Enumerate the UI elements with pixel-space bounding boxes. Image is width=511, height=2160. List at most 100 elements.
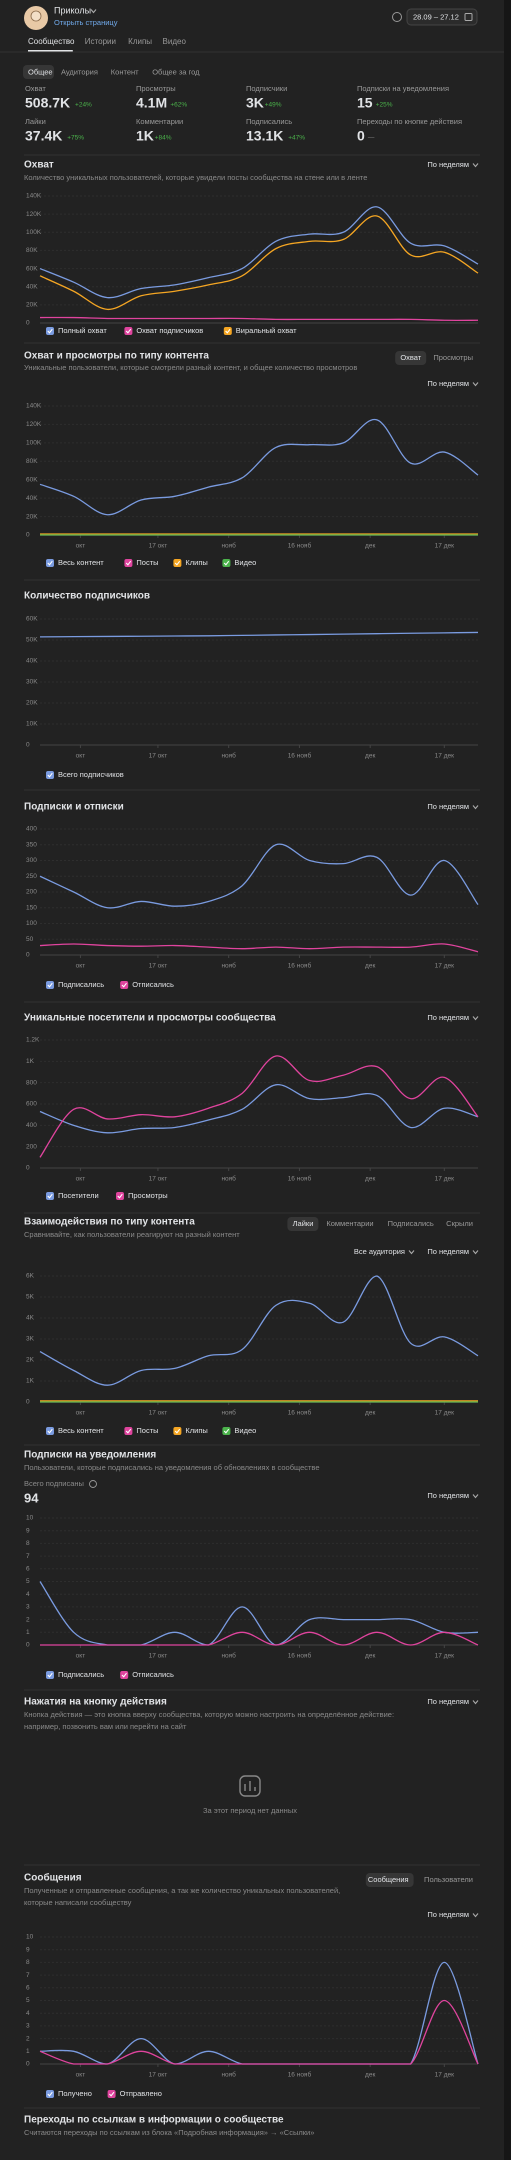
legend-checkbox[interactable]	[116, 1192, 124, 1200]
legend-label: Весь контент	[58, 1426, 104, 1435]
dropdown[interactable]: По неделям	[427, 379, 469, 388]
y-tick-label: 60K	[26, 476, 38, 483]
legend-check	[125, 1428, 132, 1434]
chevron-icon	[472, 163, 479, 168]
toggle[interactable]: Лайки	[293, 1219, 314, 1228]
subtitle: Кнопка действия — это кнопка вверху сооб…	[24, 1710, 394, 1719]
legend-checkbox[interactable]	[173, 1427, 182, 1435]
toggle[interactable]: Охват	[400, 353, 421, 362]
toggle[interactable]: Скрыли	[446, 1219, 473, 1228]
x-tick-label: 17 дек	[435, 1410, 454, 1417]
y-tick-label: 40K	[26, 658, 38, 665]
y-tick-label: 5	[26, 1997, 30, 2004]
subtitle: Считаются переходы по ссылкам из блока «…	[24, 2128, 314, 2137]
tab[interactable]: Клипы	[128, 37, 152, 46]
legend-label: Подписались	[58, 1670, 104, 1679]
toggle[interactable]: Пользователи	[424, 1875, 473, 1884]
subtab[interactable]: Аудитория	[61, 67, 98, 76]
legend-checkbox[interactable]	[46, 771, 54, 779]
y-tick-label: 10	[26, 1934, 34, 1941]
subtab-active	[23, 65, 54, 79]
open-page-link[interactable]: Открыть страницу	[54, 18, 118, 27]
y-tick-label: 30K	[26, 679, 38, 686]
help-icon[interactable]	[392, 12, 402, 22]
stat-value: 1K	[136, 128, 154, 144]
x-tick-label: окт	[76, 2072, 86, 2079]
legend-checkbox[interactable]	[124, 559, 133, 567]
dropdown[interactable]: По неделям	[427, 1491, 469, 1500]
legend-check	[47, 328, 53, 334]
dropdown[interactable]: По неделям	[427, 802, 469, 811]
section-title: Взаимодействия по типу контента	[24, 1217, 195, 1228]
x-tick-label: окт	[76, 753, 86, 760]
legend-label: Охват подписчиков	[136, 326, 203, 335]
legend-checkbox[interactable]	[46, 559, 54, 567]
dropdown[interactable]: По неделям	[427, 160, 469, 169]
chevron-icon	[90, 9, 97, 14]
subtab[interactable]: Общее	[28, 67, 53, 76]
x-tick-label: нояб	[221, 1652, 236, 1660]
x-tick-label: 17 окт	[149, 753, 168, 760]
legend-checkbox[interactable]	[223, 327, 232, 335]
legend-checkbox[interactable]	[46, 2090, 54, 2098]
y-tick-label: 9	[26, 1527, 30, 1534]
legend-checkbox[interactable]	[46, 1192, 54, 1200]
y-tick-label: 350	[26, 841, 37, 848]
y-tick-label: 400	[26, 826, 37, 833]
subtab[interactable]: Общее за год	[152, 67, 200, 76]
toggle[interactable]: Подписались	[388, 1219, 434, 1228]
legend-checkbox[interactable]	[46, 1427, 54, 1435]
legend-checkbox[interactable]	[46, 981, 54, 989]
subtab[interactable]: Контент	[111, 67, 139, 76]
legend-checkbox[interactable]	[222, 1427, 231, 1435]
y-tick-label: 100K	[26, 229, 42, 236]
legend-label: Посты	[136, 558, 158, 567]
legend-checkbox[interactable]	[46, 327, 54, 335]
legend-label: Посты	[136, 1426, 158, 1435]
toggle[interactable]: Комментарии	[326, 1219, 373, 1228]
toggle[interactable]: Просмотры	[433, 353, 473, 362]
calendar-icon	[464, 13, 473, 21]
x-tick-label: 16 нояб	[288, 962, 312, 970]
stat-change: +24%	[75, 102, 92, 109]
legend-checkbox[interactable]	[124, 327, 133, 335]
dropdown[interactable]: По неделям	[427, 1697, 469, 1706]
x-tick-label: 16 нояб	[288, 752, 312, 760]
x-tick-label: нояб	[221, 752, 236, 760]
series-line	[39, 419, 479, 516]
legend-checkbox[interactable]	[46, 1671, 54, 1679]
x-tick-label: 16 нояб	[288, 542, 312, 550]
tab[interactable]: Сообщество	[28, 37, 75, 46]
date-picker[interactable]	[406, 8, 478, 26]
legend-check	[117, 1193, 123, 1199]
series-line	[39, 1275, 479, 1386]
dropdown[interactable]: По неделям	[427, 1247, 469, 1256]
x-tick-label: нояб	[221, 1409, 236, 1417]
toggle[interactable]: Сообщения	[368, 1875, 409, 1884]
y-tick-label: 1	[26, 1629, 30, 1636]
legend-checkbox[interactable]	[120, 981, 129, 989]
legend-checkbox[interactable]	[107, 2090, 116, 2098]
y-tick-label: 0	[26, 2061, 30, 2068]
legend-checkbox[interactable]	[120, 1671, 129, 1679]
tab[interactable]: Истории	[85, 37, 116, 46]
y-tick-label: 8	[26, 1540, 30, 1547]
legend-checkbox[interactable]	[124, 1427, 133, 1435]
y-tick-label: 20K	[26, 700, 38, 707]
empty-message: За этот период нет данных	[203, 1806, 297, 1815]
tab[interactable]: Видео	[163, 37, 187, 46]
y-tick-label: 8	[26, 1959, 30, 1966]
x-tick-label: 17 окт	[149, 1653, 168, 1660]
x-tick-label: 16 нояб	[288, 1175, 312, 1183]
dropdown[interactable]: Все аудитория	[354, 1247, 405, 1256]
stat-label: Просмотры	[136, 84, 176, 93]
y-tick-label: 250	[26, 873, 37, 880]
legend-checkbox[interactable]	[173, 559, 182, 567]
stat-change: +62%	[170, 102, 187, 109]
stat-change: —	[368, 135, 375, 142]
dropdown[interactable]: По неделям	[427, 1910, 469, 1919]
dropdown[interactable]: По неделям	[427, 1013, 469, 1022]
chevron-icon	[472, 1016, 479, 1021]
legend-checkbox[interactable]	[222, 559, 231, 567]
